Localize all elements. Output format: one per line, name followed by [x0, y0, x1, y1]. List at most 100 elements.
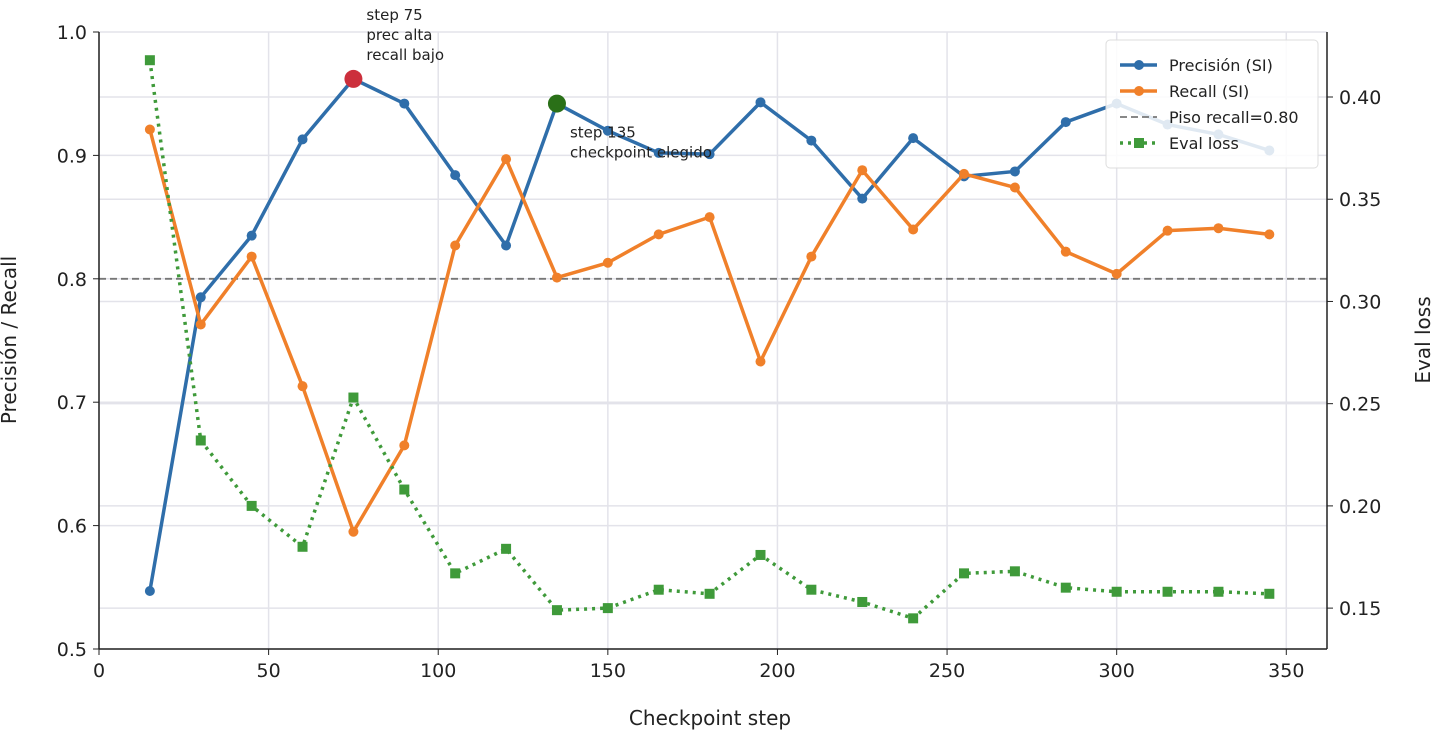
data-point [602, 603, 613, 614]
data-point [399, 98, 410, 109]
y2-tick-label: 0.15 [1339, 598, 1381, 620]
legend-marker [1134, 60, 1144, 70]
data-point [144, 586, 155, 597]
data-point [1009, 182, 1020, 193]
data-point [1162, 586, 1173, 597]
data-point [501, 154, 512, 165]
data-point [857, 596, 868, 607]
data-point [857, 165, 868, 176]
data-point [450, 568, 461, 579]
legend-label: Precisión (SI) [1169, 56, 1273, 75]
data-point [857, 193, 868, 204]
data-point [297, 134, 308, 145]
y-tick-label: 0.9 [57, 145, 87, 167]
data-point [806, 135, 817, 146]
data-point [1111, 268, 1122, 279]
annotation-text: step 135 [570, 124, 636, 142]
data-point [1009, 566, 1020, 577]
x-tick-label: 50 [257, 660, 281, 682]
legend-label: Eval loss [1169, 134, 1239, 153]
data-point [806, 251, 817, 262]
data-point [602, 257, 613, 268]
data-point [704, 588, 715, 599]
legend-marker [1134, 86, 1144, 96]
data-point [551, 605, 562, 616]
y2-tick-label: 0.30 [1339, 291, 1381, 313]
data-point [246, 230, 257, 241]
data-point [1060, 582, 1071, 593]
data-point [246, 251, 257, 262]
data-point [195, 319, 206, 330]
data-point [959, 168, 970, 179]
data-point [755, 549, 766, 560]
data-point [144, 55, 155, 66]
y2-tick-label: 0.40 [1339, 87, 1381, 109]
data-point [704, 212, 715, 223]
x-tick-label: 100 [420, 660, 456, 682]
data-point [450, 170, 461, 181]
annotation-text: prec alta [366, 26, 432, 44]
data-point [806, 584, 817, 595]
x-tick-label: 150 [590, 660, 626, 682]
series-line-1 [148, 129, 1270, 534]
data-point [246, 500, 257, 511]
data-point [399, 440, 410, 451]
data-point [1213, 586, 1224, 597]
axes: 0 50 100 150 200 250 300 350 0.5 0.6 0.7 0.8 0.9 1.0 0… [57, 22, 1382, 682]
x-tick-label: 350 [1268, 660, 1304, 682]
y-axis-label: Precisión / Recall [0, 256, 21, 424]
data-point [704, 149, 715, 160]
data-point [297, 381, 308, 392]
annotation-text: recall bajo [366, 46, 444, 64]
legend-label: Recall (SI) [1169, 82, 1249, 101]
data-point [144, 124, 155, 135]
data-point [959, 568, 970, 579]
data-point [501, 240, 512, 251]
data-point [755, 97, 766, 108]
data-point [450, 240, 461, 251]
data-point [1111, 586, 1122, 597]
data-point [602, 125, 613, 136]
y2-tick-label: 0.35 [1339, 189, 1381, 211]
data-point [653, 229, 664, 240]
data-point [348, 392, 359, 403]
data-point [399, 484, 410, 495]
data-point [1162, 225, 1173, 236]
legend-box [1105, 39, 1319, 169]
data-point [501, 543, 512, 554]
data-point [1264, 229, 1275, 240]
data-point [1060, 117, 1071, 128]
data-point [195, 435, 206, 446]
x-tick-label: 250 [929, 660, 965, 682]
data-point [653, 147, 664, 158]
data-point [297, 541, 308, 552]
annotations: step 75 prec alta recall bajo step 135 check… [344, 6, 712, 162]
data-point [1264, 588, 1275, 599]
legend-marker [1134, 138, 1144, 148]
legend: Precisión (SI) Recall (SI) Piso recall=0.8… [1105, 39, 1319, 169]
data-point [1009, 166, 1020, 177]
annotation-text: checkpoint elegido [570, 144, 712, 162]
y2-axis-label: Eval loss [1411, 296, 1434, 383]
y-tick-label: 0.6 [57, 516, 87, 538]
y2-tick-label: 0.25 [1339, 394, 1381, 416]
x-axis-label: Checkpoint step [629, 706, 791, 730]
data-point [908, 224, 919, 235]
legend-label: Piso recall=0.80 [1169, 108, 1299, 127]
data-point [908, 133, 919, 144]
y-tick-label: 0.5 [57, 639, 87, 661]
annotation-text: step 75 [366, 6, 422, 24]
data-point [653, 584, 664, 595]
x-tick-label: 300 [1099, 660, 1135, 682]
y-tick-label: 0.8 [57, 269, 87, 291]
data-point [348, 526, 359, 537]
data-point [1060, 246, 1071, 257]
data-point [755, 356, 766, 367]
data-point [551, 272, 562, 283]
highlight-marker [547, 94, 566, 113]
data-point [1213, 223, 1224, 234]
y-tick-label: 1.0 [57, 22, 87, 44]
x-tick-label: 0 [93, 660, 105, 682]
highlight-marker [344, 69, 363, 88]
